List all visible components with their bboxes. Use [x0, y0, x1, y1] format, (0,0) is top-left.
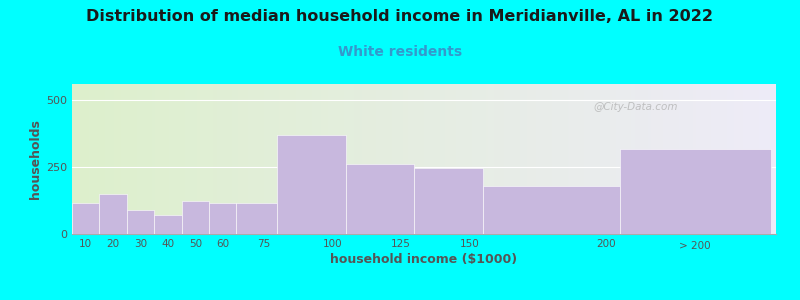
Bar: [126, 210, 154, 234]
Bar: [154, 215, 182, 234]
Y-axis label: households: households: [29, 119, 42, 199]
Bar: [182, 200, 209, 234]
Bar: [209, 203, 236, 234]
Bar: [99, 194, 126, 234]
Text: > 200: > 200: [679, 241, 711, 251]
Text: Distribution of median household income in Meridianville, AL in 2022: Distribution of median household income …: [86, 9, 714, 24]
Bar: [414, 168, 483, 234]
Bar: [236, 203, 278, 234]
Bar: [346, 164, 414, 234]
Bar: [278, 135, 346, 234]
Bar: [620, 149, 770, 234]
Bar: [72, 203, 99, 234]
X-axis label: household income ($1000): household income ($1000): [330, 253, 518, 266]
Text: @City-Data.com: @City-Data.com: [593, 101, 678, 112]
Bar: [483, 186, 620, 234]
Text: White residents: White residents: [338, 45, 462, 59]
